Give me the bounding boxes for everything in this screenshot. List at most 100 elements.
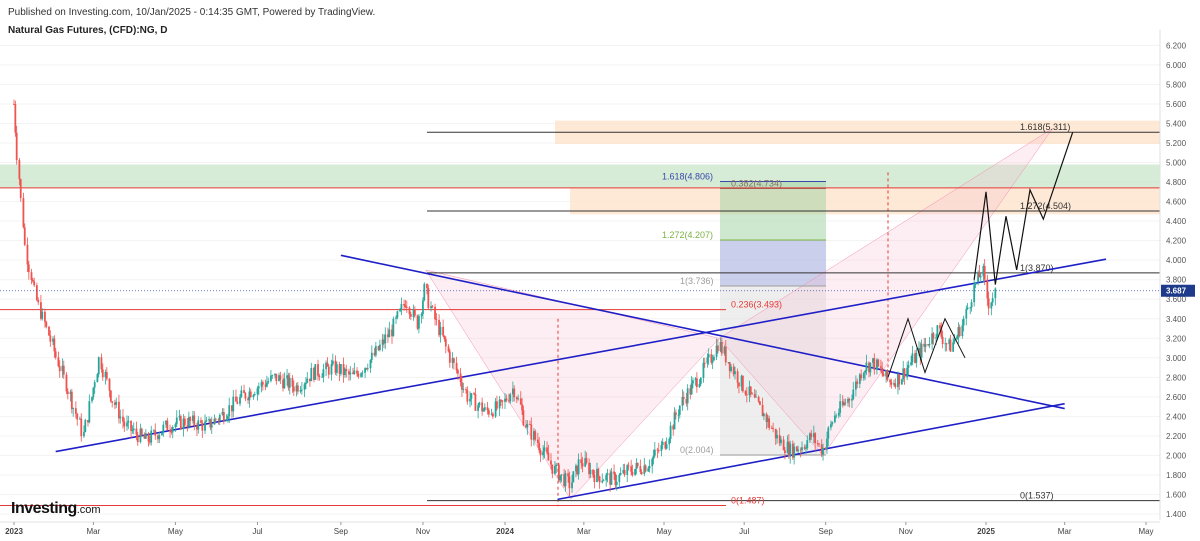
candle-body [344,369,346,376]
candle-body [728,362,731,372]
candle-body [858,374,861,384]
candle-body [765,413,768,422]
candle-body [483,407,486,410]
candle-body [931,333,934,344]
candle-body [923,343,926,347]
candle-body [113,402,116,405]
candle-body [388,329,391,338]
candle-body [309,378,311,382]
candle-body [847,399,849,403]
candle-body [305,382,307,385]
candle-body [210,424,213,428]
candle-body [941,336,944,344]
candle-body [786,441,789,454]
candle-body [598,476,601,483]
candle-body [378,344,381,350]
candle-body [205,420,208,422]
candle-body [881,367,884,374]
candle-body [91,396,93,402]
candle-body [601,480,604,483]
candle-body [631,471,634,475]
candle-body [217,419,220,421]
candle-body [956,336,958,340]
candle-body [31,279,34,282]
candle-body [369,359,372,369]
candle-body [581,463,584,467]
candle-body [576,465,579,475]
candle-body [962,318,965,326]
current-price-label: 3.687 [1166,287,1187,296]
candle-body [694,378,697,381]
candle-body [96,374,99,383]
candle-body [313,367,315,380]
time-tick-label: Jul [739,527,749,536]
candle-body [13,103,15,105]
candle-body [910,362,912,365]
candle-body [395,317,397,319]
candle-body [717,345,719,352]
candle-body [278,375,280,382]
candle-body [647,468,650,472]
candle-body [897,374,899,388]
candle-body [505,398,508,401]
candles [13,99,997,496]
candle-body [377,346,380,350]
candle-body [924,344,927,347]
candle-body [420,314,423,317]
candle-body [88,401,91,423]
candle-body [62,365,65,375]
candle-body [927,344,930,346]
candle-body [550,460,552,465]
candle-body [400,303,403,309]
candle-body [919,348,922,358]
price-tick-label: 4.800 [1166,178,1187,187]
candle-body [673,412,676,430]
candle-body [745,394,748,396]
candle-body [689,388,692,395]
candle-body [66,391,69,394]
candle-body [695,378,698,388]
candle-body [431,306,434,308]
trendline [55,258,1107,453]
candle-body [668,438,671,445]
candle-body [707,354,710,358]
candle-body [348,371,350,375]
candle-body [213,418,216,425]
candle-body [546,447,548,453]
candle-body [812,433,815,438]
candle-body [399,308,401,312]
candle-body [225,419,228,421]
candle-body [452,358,455,363]
candle-body [990,302,993,309]
candle-body [664,441,667,449]
level-label: 0.236(3.493) [731,300,782,310]
candle-body [751,393,753,395]
candle-body [218,414,221,421]
price-tick-label: 4.200 [1166,237,1187,246]
candle-body [957,327,960,337]
price-tick-label: 6.000 [1166,61,1187,70]
candle-body [977,271,980,283]
candle-body [500,399,502,401]
candle-body [444,339,447,347]
candle-body [772,428,774,430]
candle-body [244,393,247,399]
candle-body [948,339,951,345]
candle-body [965,309,968,319]
candle-body [408,307,411,315]
candle-body [543,447,546,452]
candle-body [826,438,828,449]
price-tick-label: 2.000 [1166,451,1187,460]
candle-body [131,430,134,432]
candle-body [330,364,333,375]
time-tick-label: Sep [819,527,834,536]
candle-body [876,359,878,370]
candle-body [303,384,306,390]
candle-body [585,458,588,463]
candle-body [854,381,857,390]
candle-body [833,415,836,423]
level-label: 0(2.004) [680,445,714,455]
candle-body [361,372,364,374]
candle-body [69,391,72,394]
